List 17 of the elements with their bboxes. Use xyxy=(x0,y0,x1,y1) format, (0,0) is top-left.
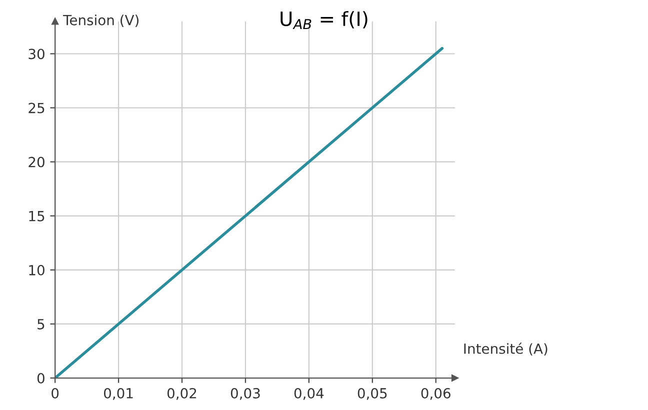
y-tick-label: 25 xyxy=(28,102,44,114)
y-tick-label: 0 xyxy=(37,372,44,384)
y-tick-label: 10 xyxy=(29,264,44,276)
x-tick-label: 0,01 xyxy=(104,388,133,400)
x-axis-title: Intensité (A) xyxy=(464,342,548,356)
chart-title: U$_{AB}$ = f(I) xyxy=(280,11,368,30)
x-tick-label: 0,06 xyxy=(421,388,450,400)
x-tick-label: 0 xyxy=(52,388,59,398)
y-axis-title: Tension (V) xyxy=(63,14,138,27)
y-tick-label: 15 xyxy=(29,211,44,222)
y-tick-label: 20 xyxy=(28,156,44,168)
y-tick-label: 30 xyxy=(28,48,44,60)
x-tick-label: 0,04 xyxy=(294,388,324,400)
y-tick-label: 5 xyxy=(38,319,44,330)
x-tick-label: 0,03 xyxy=(230,388,260,400)
x-tick-label: 0,02 xyxy=(167,388,196,400)
x-tick-label: 0,05 xyxy=(358,388,387,400)
